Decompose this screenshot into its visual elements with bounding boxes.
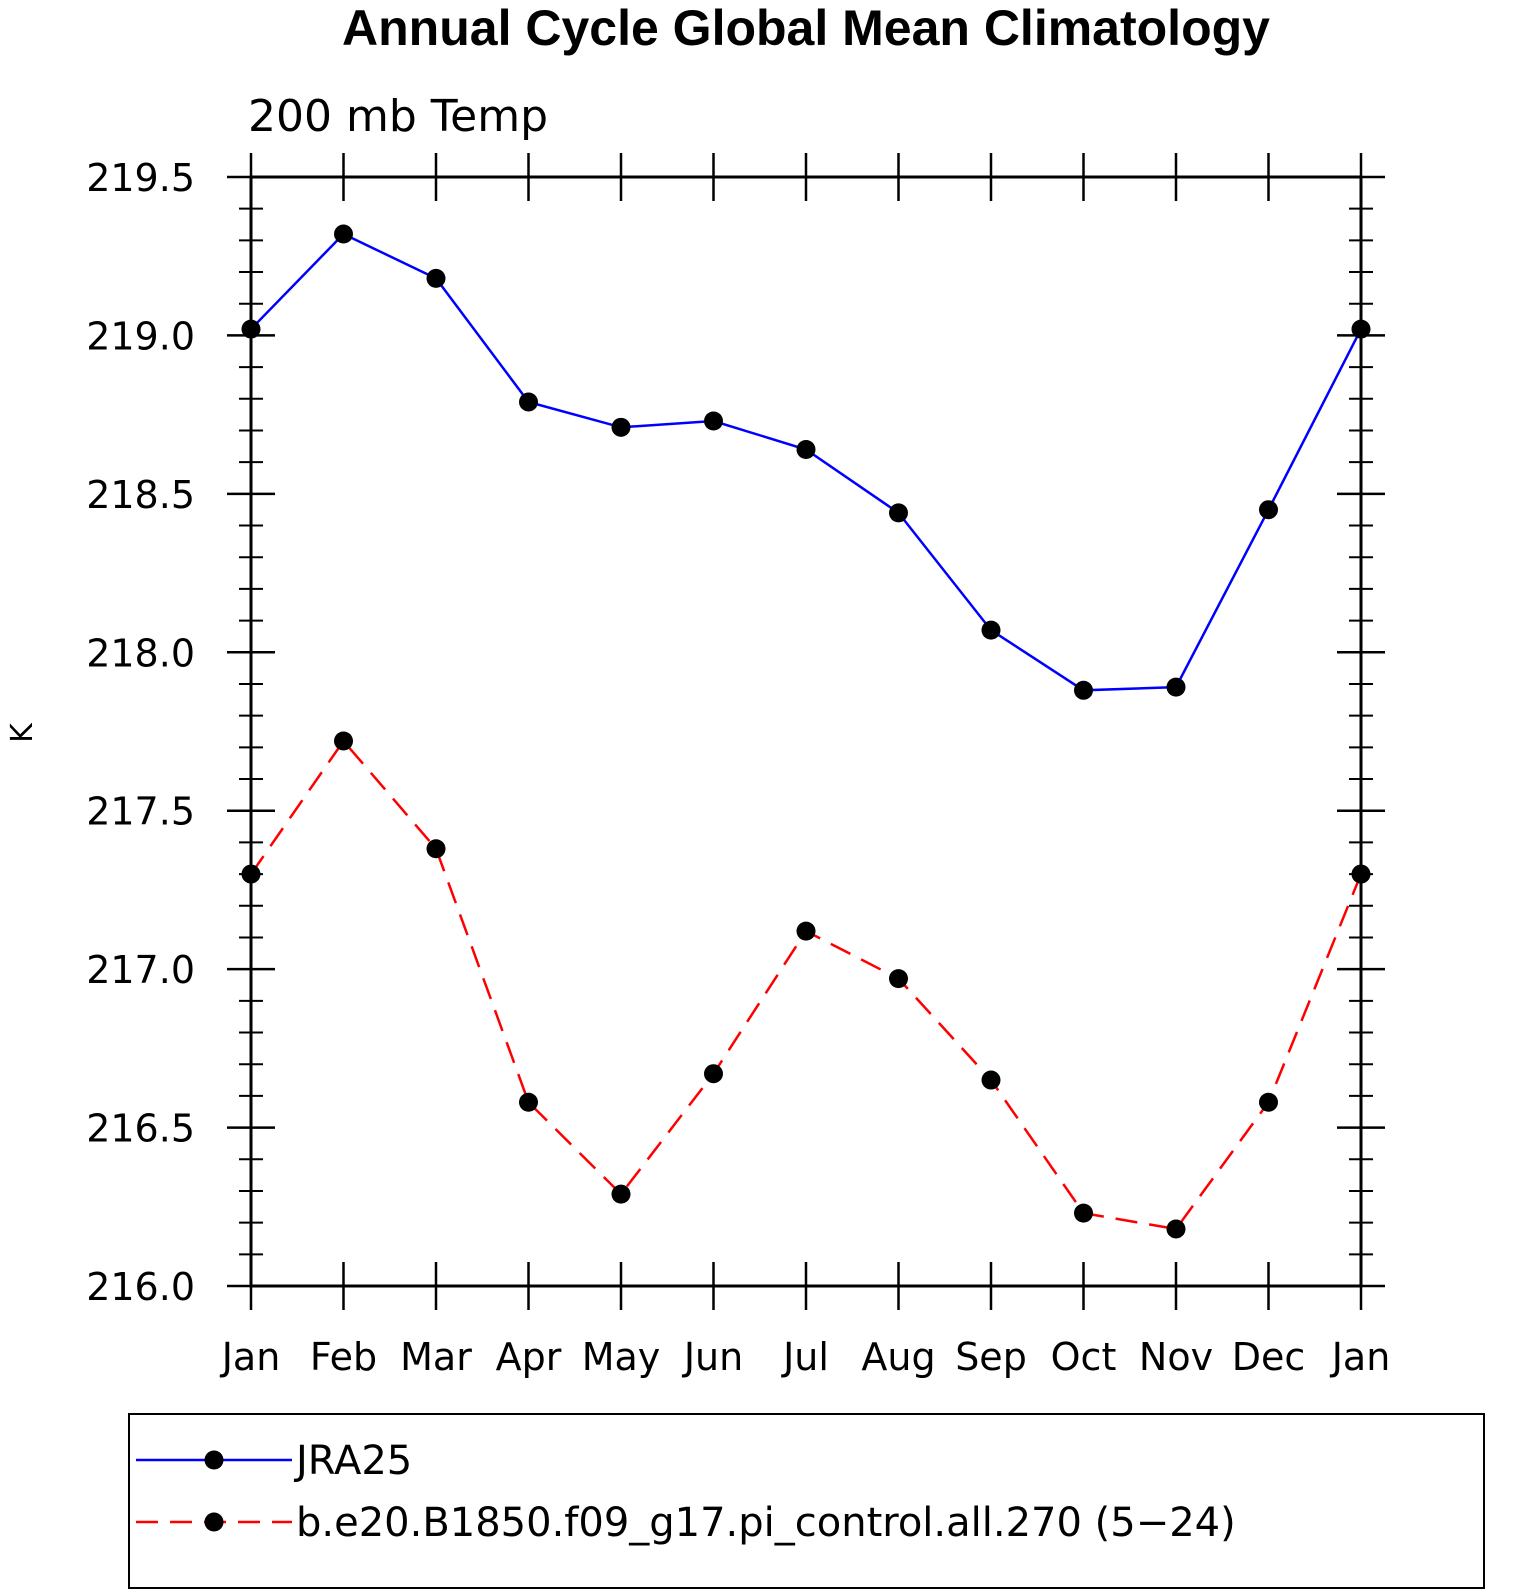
data-point xyxy=(611,417,631,437)
y-tick-label: 217.5 xyxy=(86,790,195,834)
legend-label-1: b.e20.B1850.f09_g17.pi_control.all.270 (… xyxy=(296,1500,1236,1546)
series-line-1 xyxy=(249,738,1363,1231)
data-point xyxy=(334,224,353,244)
data-point xyxy=(1074,1203,1093,1223)
data-point xyxy=(1074,680,1093,700)
legend-box xyxy=(128,1413,1485,1589)
x-tick-label: Feb xyxy=(310,1335,377,1379)
series-lines xyxy=(249,232,1363,1231)
major-ticks xyxy=(227,153,1385,1310)
x-tick-label: Jul xyxy=(781,1335,829,1379)
data-point xyxy=(611,1184,631,1204)
data-point xyxy=(1166,1219,1186,1239)
y-tick-label: 216.5 xyxy=(86,1107,195,1151)
chart-title: Annual Cycle Global Mean Climatology xyxy=(342,0,1270,56)
legend: JRA25 b.e20.B1850.f09_g17.pi_control.all.… xyxy=(128,1413,1485,1589)
x-tick-label: Dec xyxy=(1232,1335,1306,1379)
x-tick-label: Jun xyxy=(682,1335,743,1379)
legend-marker-0 xyxy=(204,1450,224,1470)
data-point xyxy=(889,503,908,523)
y-tick-label: 219.5 xyxy=(86,156,195,200)
y-tick-label: 218.5 xyxy=(86,473,195,517)
data-point xyxy=(1259,1092,1278,1112)
y-tick-labels: 216.0 216.5 217.0 217.5 218.0 218.5 219.0 219.5 xyxy=(86,156,195,1309)
data-point xyxy=(796,439,816,459)
data-point xyxy=(519,392,538,412)
x-tick-label: Nov xyxy=(1139,1335,1213,1379)
data-point xyxy=(1166,677,1186,697)
data-point xyxy=(334,731,353,751)
x-tick-label: Oct xyxy=(1051,1335,1117,1379)
y-tick-label: 217.0 xyxy=(86,948,195,992)
legend-label-0: JRA25 xyxy=(293,1438,412,1484)
x-tick-label: Jan xyxy=(1330,1335,1391,1379)
x-tick-label: Apr xyxy=(496,1335,562,1379)
data-point xyxy=(704,1064,723,1084)
data-point xyxy=(426,839,446,859)
legend-marker-1 xyxy=(204,1512,224,1532)
data-point xyxy=(981,620,1001,640)
x-tick-label: Aug xyxy=(861,1335,935,1379)
series-markers xyxy=(241,224,1371,1239)
x-tick-label: Jan xyxy=(220,1335,281,1379)
chart-subtitle: 200 mb Temp xyxy=(248,91,548,142)
x-tick-labels: Jan Feb Mar Apr May Jun Jul Aug Sep Oct Nov Dec Jan xyxy=(220,1335,1391,1379)
plot-frame xyxy=(249,175,1363,1288)
data-point xyxy=(981,1070,1001,1090)
data-point xyxy=(889,969,908,989)
data-point xyxy=(796,921,816,941)
data-point xyxy=(519,1092,538,1112)
data-point xyxy=(426,268,446,288)
series-line-0 xyxy=(250,232,1363,692)
legend-items: JRA25 b.e20.B1850.f09_g17.pi_control.all.… xyxy=(136,1438,1236,1546)
y-tick-label: 216.0 xyxy=(86,1265,195,1309)
y-tick-label: 219.0 xyxy=(86,314,195,358)
y-tick-label: 218.0 xyxy=(86,631,195,675)
data-point xyxy=(1259,500,1278,520)
data-point xyxy=(704,411,723,431)
x-tick-label: May xyxy=(582,1335,661,1379)
x-tick-label: Sep xyxy=(955,1335,1027,1379)
x-tick-label: Mar xyxy=(400,1335,472,1379)
y-axis-label: K xyxy=(5,722,40,743)
minor-ticks xyxy=(239,207,1373,1256)
